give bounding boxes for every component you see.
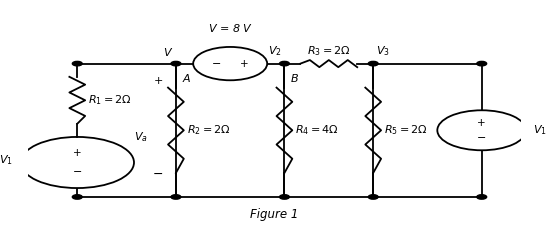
Text: $V$: $V$ xyxy=(163,46,173,58)
Text: $R_5 = 2\Omega$: $R_5 = 2\Omega$ xyxy=(384,123,428,137)
Text: $V$ = 8 V: $V$ = 8 V xyxy=(208,22,253,34)
Circle shape xyxy=(368,61,378,66)
Circle shape xyxy=(72,61,82,66)
Text: Figure 1: Figure 1 xyxy=(251,208,299,221)
Circle shape xyxy=(477,195,487,199)
Text: $V_1$: $V_1$ xyxy=(0,153,13,167)
Text: $A$: $A$ xyxy=(182,72,191,85)
Text: $V_a$: $V_a$ xyxy=(135,130,148,144)
Text: $R_2 = 2\Omega$: $R_2 = 2\Omega$ xyxy=(187,123,230,137)
Circle shape xyxy=(280,61,289,66)
Text: $R_4 = 4\Omega$: $R_4 = 4\Omega$ xyxy=(295,123,339,137)
Circle shape xyxy=(171,61,181,66)
Text: $V_3$: $V_3$ xyxy=(376,44,389,58)
Circle shape xyxy=(72,195,82,199)
Text: $B$: $B$ xyxy=(290,72,299,85)
Text: $R_3 = 2\Omega$: $R_3 = 2\Omega$ xyxy=(307,44,351,58)
Circle shape xyxy=(171,195,181,199)
Text: +: + xyxy=(240,58,248,69)
Text: −: − xyxy=(153,168,164,181)
Text: +: + xyxy=(154,76,164,86)
Text: −: − xyxy=(477,133,486,143)
Circle shape xyxy=(280,195,289,199)
Text: −: − xyxy=(212,58,221,69)
Text: $R_1 = 2\Omega$: $R_1 = 2\Omega$ xyxy=(88,93,132,107)
Circle shape xyxy=(477,61,487,66)
Text: −: − xyxy=(73,167,82,177)
Text: $V_1$: $V_1$ xyxy=(533,123,547,137)
Circle shape xyxy=(368,195,378,199)
Text: +: + xyxy=(478,118,486,128)
Text: $V_2$: $V_2$ xyxy=(268,44,282,58)
Text: +: + xyxy=(73,148,82,158)
